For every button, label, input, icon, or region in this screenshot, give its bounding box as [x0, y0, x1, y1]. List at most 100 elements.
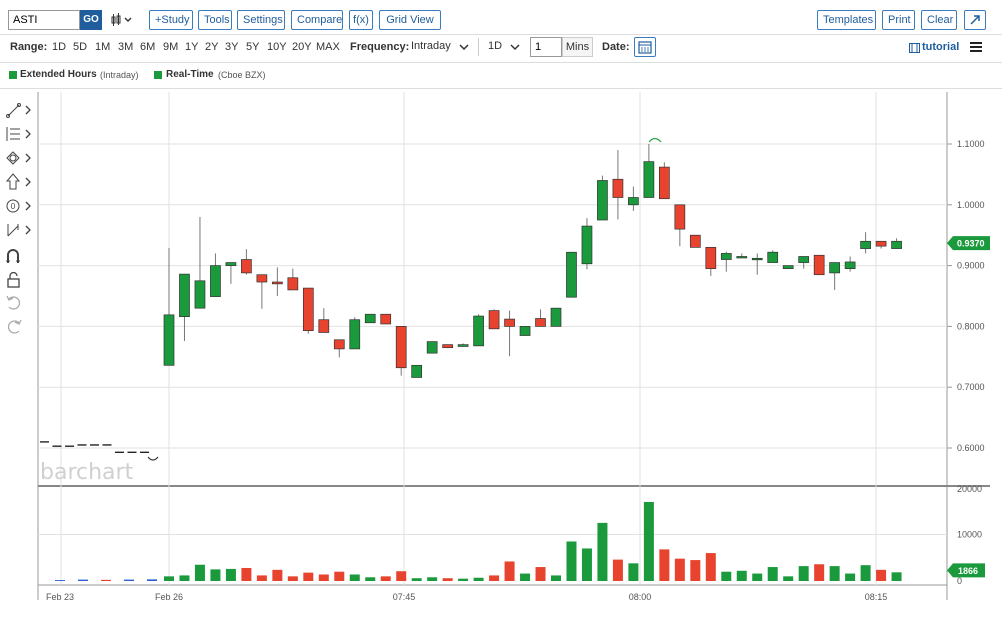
price-tick-label: 1.1000: [957, 139, 985, 149]
line-tool-button[interactable]: [5, 100, 35, 120]
range-option-max[interactable]: MAX: [316, 41, 340, 53]
candle-body: [411, 364, 423, 378]
symbol-input[interactable]: [8, 10, 80, 30]
candle-body: [782, 265, 794, 269]
candle-body: [504, 318, 515, 327]
chart-type-selector[interactable]: [110, 10, 136, 30]
range-option-3y[interactable]: 3Y: [225, 41, 239, 53]
candle-body: [813, 254, 825, 276]
lock-icon: [7, 271, 20, 288]
volume-bar: [365, 577, 376, 581]
add-study-button[interactable]: +Study: [149, 10, 193, 30]
templates-button[interactable]: Templates: [817, 10, 876, 30]
volume-bar: [705, 553, 716, 581]
settings-button[interactable]: Settings: [237, 10, 285, 30]
arrow-tool-button[interactable]: [5, 172, 35, 192]
measure-tool-button[interactable]: [5, 220, 35, 240]
candle-body: [163, 314, 175, 366]
range-option-5d[interactable]: 5D: [73, 41, 88, 53]
candle-body: [349, 319, 361, 350]
candle-body: [597, 180, 608, 221]
candle-body: [628, 197, 639, 206]
menu-button[interactable]: [969, 40, 983, 54]
volume-bar: [612, 559, 623, 581]
expand-arrow-icon: [970, 15, 980, 25]
volume-bar: [876, 569, 887, 581]
range-option-20y[interactable]: 20Y: [292, 41, 312, 53]
last-volume-badge: [947, 563, 985, 578]
candle-body: [426, 341, 438, 354]
tools-button[interactable]: Tools: [198, 10, 232, 30]
expand-button[interactable]: [964, 10, 986, 30]
function-button[interactable]: f(x): [349, 10, 373, 30]
period-select[interactable]: 1D: [488, 39, 522, 55]
compare-button[interactable]: Compare: [291, 10, 343, 30]
time-tick-label: 07:45: [393, 592, 416, 602]
range-option-1d[interactable]: 1D: [52, 41, 67, 53]
volume-bar: [272, 569, 283, 581]
range-option-10y[interactable]: 10Y: [267, 41, 287, 53]
last-price-badge: [947, 236, 990, 251]
volume-bar: [551, 575, 561, 581]
line-tool-icon: [6, 103, 31, 118]
volume-bar: [334, 571, 345, 581]
time-tick-label: Feb 26: [155, 592, 183, 602]
volume-bar: [628, 563, 639, 581]
candle-body: [442, 344, 453, 349]
frequency-select[interactable]: Intraday: [411, 39, 471, 55]
grid-view-button[interactable]: Grid View: [379, 10, 441, 30]
fib-tool-icon: [6, 127, 31, 141]
print-button[interactable]: Print: [882, 10, 915, 30]
chevron-down-icon: [459, 44, 469, 51]
legend-swatch: [9, 71, 17, 79]
price-axis: 1.1000 1.0000 0.9000 0.8000 0.7000 0.6000: [947, 139, 985, 453]
range-option-2y[interactable]: 2Y: [205, 41, 219, 53]
volume-bar: [78, 579, 88, 581]
fib-tool-button[interactable]: [5, 124, 35, 144]
range-option-5y[interactable]: 5Y: [246, 41, 260, 53]
candle-body: [519, 326, 531, 336]
date-picker-button[interactable]: [634, 37, 656, 57]
volume-bar: [101, 579, 111, 581]
candle-body: [767, 251, 779, 263]
candle-body: [241, 259, 252, 274]
candle-body: [287, 277, 299, 291]
range-option-6m[interactable]: 6M: [140, 41, 156, 53]
clear-button[interactable]: Clear: [921, 10, 957, 30]
range-option-1m[interactable]: 1M: [95, 41, 111, 53]
volume-bar: [752, 573, 763, 581]
text-tool-icon: 0: [6, 199, 31, 213]
undo-button[interactable]: [5, 293, 35, 313]
volume-bar: [783, 576, 794, 581]
magnet-button[interactable]: [5, 246, 35, 266]
shape-tool-button[interactable]: [5, 148, 35, 168]
redo-button[interactable]: [5, 317, 35, 337]
candles-group: [163, 137, 902, 378]
range-option-9m[interactable]: 9M: [163, 41, 179, 53]
range-option-3m[interactable]: 3M: [118, 41, 134, 53]
candle-body: [875, 240, 887, 247]
candle-body: [272, 281, 283, 285]
redo-icon: [7, 319, 22, 334]
lock-button[interactable]: [5, 270, 35, 290]
legend-item-real-time[interactable]: Real-Time (Cboe BZX): [154, 69, 274, 81]
go-button[interactable]: GO: [80, 10, 102, 30]
volume-bar: [225, 568, 236, 581]
tutorial-link[interactable]: tutorial: [909, 41, 965, 55]
volume-bar: [690, 560, 701, 581]
time-tick-label: Feb 23: [46, 592, 74, 602]
candle-body: [659, 166, 670, 200]
tutorial-label: tutorial: [922, 41, 960, 53]
legend-item-extended-hours[interactable]: Extended Hours (Intraday): [9, 69, 149, 81]
price-tick-label: 0.7000: [957, 382, 985, 392]
time-axis: Feb 23 Feb 26 07:45 08:00 08:15: [46, 592, 887, 602]
volume-bar: [721, 571, 732, 581]
price-tick-label: 1.0000: [957, 200, 985, 210]
hamburger-menu-icon: [970, 42, 982, 52]
text-tool-button[interactable]: 0: [5, 196, 35, 216]
candle-body: [333, 339, 345, 350]
volume-bar: [473, 577, 484, 581]
range-option-1y[interactable]: 1Y: [185, 41, 199, 53]
interval-input[interactable]: [530, 37, 562, 57]
